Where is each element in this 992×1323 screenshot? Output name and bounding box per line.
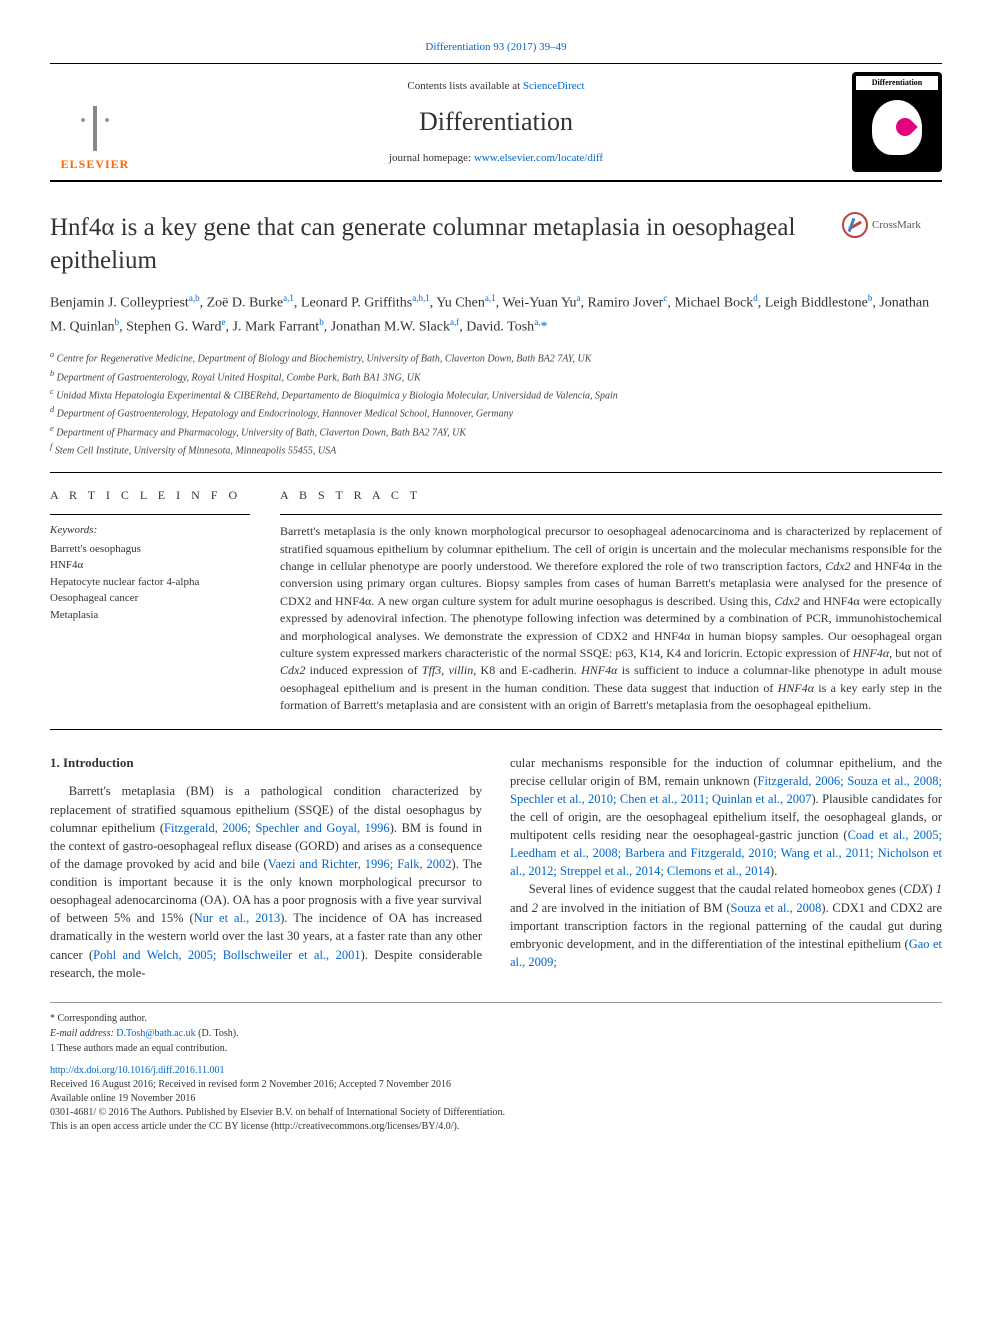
publication-dates: Received 16 August 2016; Received in rev… (50, 1078, 942, 1092)
contents-line: Contents lists available at ScienceDirec… (140, 79, 852, 94)
crossmark-icon (842, 212, 868, 238)
divider (50, 472, 942, 473)
equal-contribution-note: 1 These authors made an equal contributi… (50, 1041, 942, 1056)
license-line: This is an open access article under the… (50, 1120, 942, 1134)
footer-info: * Corresponding author. E-mail address: … (50, 1002, 942, 1056)
article-title: Hnf4α is a key gene that can generate co… (50, 212, 842, 277)
elsevier-logo: ELSEVIER (50, 72, 140, 172)
intro-heading: 1. Introduction (50, 754, 482, 773)
article-info-heading: A R T I C L E I N F O (50, 487, 250, 504)
available-online: Available online 19 November 2016 (50, 1092, 942, 1106)
affiliations: a Centre for Regenerative Medicine, Depa… (50, 349, 942, 458)
doi-link[interactable]: http://dx.doi.org/10.1016/j.diff.2016.11… (50, 1065, 225, 1076)
intro-para-1-cont: cular mechanisms responsible for the ind… (510, 754, 942, 881)
elsevier-label: ELSEVIER (61, 156, 130, 173)
divider (50, 729, 942, 730)
article-info-sidebar: A R T I C L E I N F O Keywords: Barrett'… (50, 487, 250, 714)
journal-header: ELSEVIER Contents lists available at Sci… (50, 63, 942, 182)
citation-link[interactable]: Differentiation 93 (2017) 39–49 (425, 41, 566, 53)
email-line: E-mail address: D.Tosh@bath.ac.uk (D. To… (50, 1026, 942, 1041)
abstract-text: Barrett's metaplasia is the only known m… (280, 523, 942, 714)
citation-header: Differentiation 93 (2017) 39–49 (50, 40, 942, 55)
intro-para-1: Barrett's metaplasia (BM) is a pathologi… (50, 782, 482, 981)
homepage-line: journal homepage: www.elsevier.com/locat… (140, 151, 852, 166)
journal-cover-icon: Differentiation (852, 72, 942, 172)
body-column-left: 1. Introduction Barrett's metaplasia (BM… (50, 754, 482, 982)
sciencedirect-link[interactable]: ScienceDirect (523, 80, 585, 92)
homepage-link[interactable]: www.elsevier.com/locate/diff (474, 152, 603, 164)
keywords-list: Barrett's oesophagusHNF4αHepatocyte nucl… (50, 541, 250, 624)
intro-para-2: Several lines of evidence suggest that t… (510, 880, 942, 971)
keywords-label: Keywords: (50, 523, 250, 538)
copyright-line: 0301-4681/ © 2016 The Authors. Published… (50, 1106, 942, 1120)
body-column-right: cular mechanisms responsible for the ind… (510, 754, 942, 982)
abstract-heading: A B S T R A C T (280, 487, 942, 504)
crossmark-badge[interactable]: CrossMark (842, 212, 942, 238)
elsevier-tree-icon (65, 96, 125, 156)
corresponding-note: * Corresponding author. (50, 1011, 942, 1026)
journal-name: Differentiation (140, 104, 852, 140)
abstract-section: A B S T R A C T Barrett's metaplasia is … (280, 487, 942, 714)
head-silhouette-icon (872, 100, 922, 155)
doi-line: http://dx.doi.org/10.1016/j.diff.2016.11… (50, 1064, 942, 1078)
email-link[interactable]: D.Tosh@bath.ac.uk (116, 1028, 195, 1039)
authors-list: Benjamin J. Colleypriesta,b, Zoë D. Burk… (50, 291, 942, 339)
